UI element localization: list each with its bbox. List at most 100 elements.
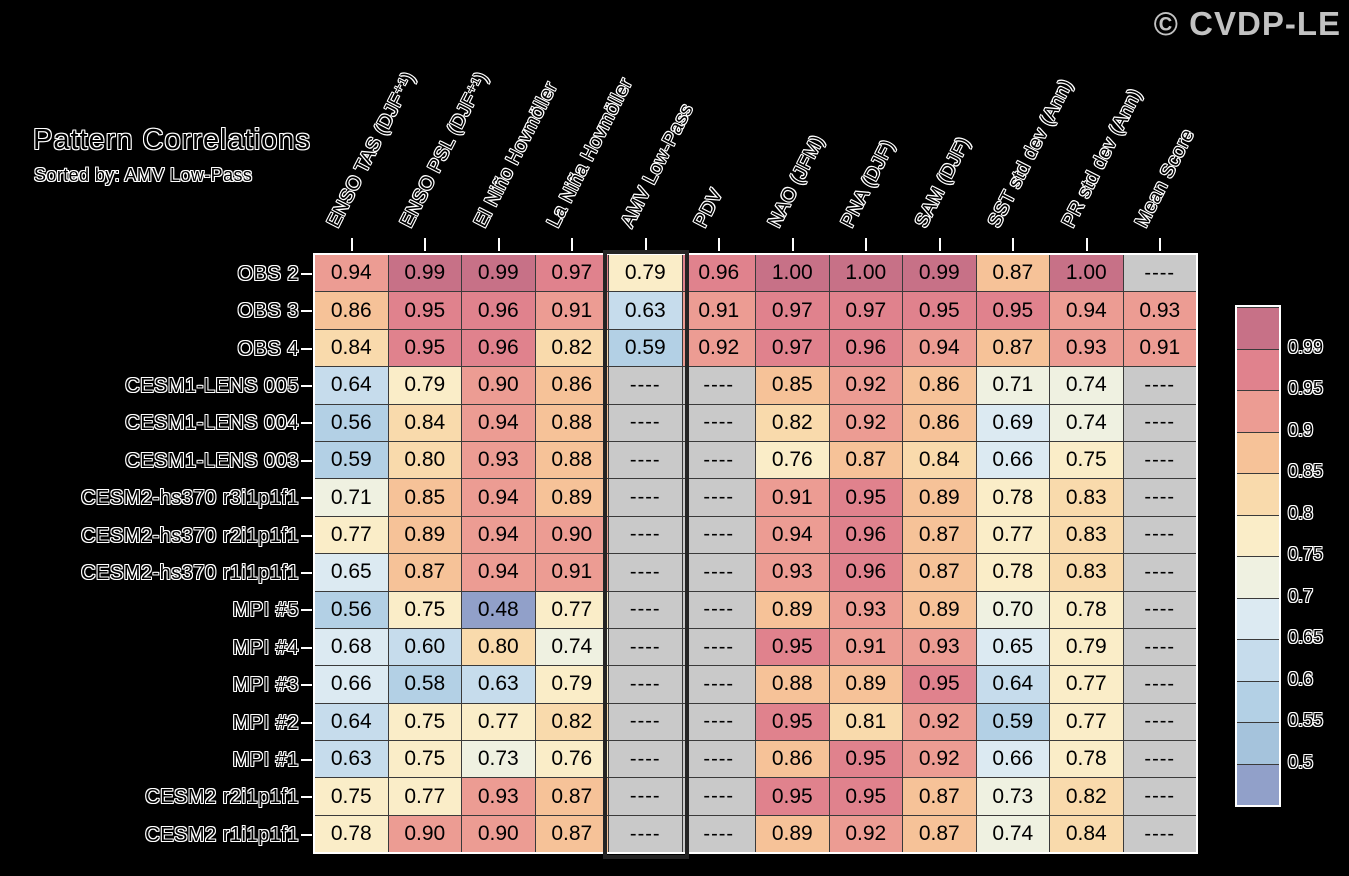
row-label: CESM1-LENS 003 xyxy=(125,449,299,472)
row-label: CESM2-hs370 r1i1p1f1 xyxy=(81,561,299,584)
column-header: AMV Low-Pass xyxy=(617,100,698,231)
colorbar-tick-label: 0.8 xyxy=(1288,502,1314,523)
heatmap-cell: 0.97 xyxy=(535,255,608,292)
heatmap-cell: 0.78 xyxy=(1050,591,1123,628)
heatmap-cell: 0.65 xyxy=(976,628,1049,666)
heatmap-cell: 0.79 xyxy=(388,367,461,404)
heatmap-cell: 0.95 xyxy=(903,666,976,703)
heatmap-cell: 0.59 xyxy=(609,329,682,367)
heatmap-cell: ---- xyxy=(1123,367,1196,404)
heatmap-cell: ---- xyxy=(682,666,755,703)
heatmap-cell: 0.73 xyxy=(462,741,535,778)
heatmap-cell: 0.77 xyxy=(1050,666,1123,703)
heatmap-cell: 0.79 xyxy=(609,255,682,292)
heatmap-cell: 0.95 xyxy=(388,329,461,367)
heatmap-cell: 0.64 xyxy=(315,367,388,404)
heatmap-cell: 0.90 xyxy=(388,815,461,853)
heatmap-cell: 0.92 xyxy=(829,404,902,441)
heatmap-cell: 0.82 xyxy=(535,329,608,367)
heatmap-cell: 0.66 xyxy=(315,666,388,703)
heatmap-cell: ---- xyxy=(682,815,755,853)
row-tick xyxy=(301,721,312,724)
heatmap-cell: 0.79 xyxy=(535,666,608,703)
row-tick xyxy=(301,684,312,687)
heatmap-cell: 0.48 xyxy=(462,591,535,628)
heatmap-cell: 0.94 xyxy=(903,329,976,367)
colorbar-tick-label: 0.75 xyxy=(1288,544,1324,564)
heatmap-cell: 0.80 xyxy=(388,441,461,479)
heatmap-cell: 0.82 xyxy=(756,404,829,441)
column-tick xyxy=(1085,238,1088,251)
heatmap-cell: 0.94 xyxy=(1050,292,1123,329)
heatmap-cell: 0.78 xyxy=(976,554,1049,591)
row-label: CESM1-LENS 004 xyxy=(125,412,299,435)
heatmap-cell: 0.63 xyxy=(609,292,682,329)
heatmap-cell: 0.96 xyxy=(829,516,902,554)
heatmap-cell: 0.96 xyxy=(682,255,755,292)
heatmap-cell: ---- xyxy=(682,778,755,815)
heatmap-cell: 0.84 xyxy=(315,329,388,367)
heatmap-cell: 0.88 xyxy=(535,404,608,441)
column-tick xyxy=(718,238,721,251)
heatmap-cell: 0.89 xyxy=(388,516,461,554)
heatmap-cell: 0.86 xyxy=(756,741,829,778)
heatmap-cell: 0.89 xyxy=(756,591,829,628)
heatmap-cell: 0.68 xyxy=(315,628,388,666)
column-header: NAO (JFM) xyxy=(764,131,829,231)
heatmap-cell: 0.78 xyxy=(315,815,388,853)
heatmap-cell: ---- xyxy=(609,554,682,591)
colorbar xyxy=(1235,305,1281,807)
heatmap-cell: 0.88 xyxy=(756,666,829,703)
row-tick xyxy=(301,833,312,836)
heatmap-cell: 0.73 xyxy=(976,778,1049,815)
heatmap-cell: ---- xyxy=(609,591,682,628)
column-tick xyxy=(1012,238,1015,251)
column-tick xyxy=(791,238,794,251)
heatmap-cell: ---- xyxy=(682,591,755,628)
heatmap-cell: ---- xyxy=(682,741,755,778)
row-label: CESM2 r1i1p1f1 xyxy=(145,823,299,846)
heatmap-cell: 0.83 xyxy=(1050,479,1123,516)
row-tick xyxy=(301,609,312,612)
heatmap-cell: 1.00 xyxy=(756,255,829,292)
heatmap-cell: 0.80 xyxy=(462,628,535,666)
colorbar-segment xyxy=(1237,390,1279,432)
heatmap-cell: ---- xyxy=(1123,516,1196,554)
row-label: MPI #3 xyxy=(232,674,299,697)
row-tick xyxy=(301,422,312,425)
heatmap-cell: 1.00 xyxy=(829,255,902,292)
row-label: CESM1-LENS 005 xyxy=(125,374,299,397)
heatmap-cell: 0.65 xyxy=(315,554,388,591)
colorbar-segment xyxy=(1237,763,1279,805)
heatmap-cell: 0.83 xyxy=(1050,554,1123,591)
heatmap-cell: 0.63 xyxy=(315,741,388,778)
heatmap-cell: 0.89 xyxy=(756,815,829,853)
heatmap-cell: 0.91 xyxy=(535,292,608,329)
heatmap-cell: 0.99 xyxy=(462,255,535,292)
heatmap-cell: 0.75 xyxy=(388,703,461,741)
heatmap-cell: ---- xyxy=(682,441,755,479)
heatmap-cell: ---- xyxy=(1123,479,1196,516)
heatmap-cell: 0.87 xyxy=(535,778,608,815)
colorbar-segment xyxy=(1237,722,1279,764)
heatmap-cell: 0.75 xyxy=(315,778,388,815)
heatmap-cell: ---- xyxy=(1123,628,1196,666)
heatmap-cell: 0.92 xyxy=(829,815,902,853)
heatmap-cell: ---- xyxy=(1123,778,1196,815)
heatmap-cell: ---- xyxy=(1123,554,1196,591)
colorbar-segment xyxy=(1237,597,1279,639)
colorbar-tick-label: 0.6 xyxy=(1288,668,1314,689)
row-tick xyxy=(301,459,312,462)
colorbar-tick-label: 0.99 xyxy=(1288,336,1324,357)
heatmap-cell: 0.78 xyxy=(1050,741,1123,778)
heatmap-cell: 0.87 xyxy=(535,815,608,853)
heatmap-cell: 0.93 xyxy=(756,554,829,591)
heatmap-cell: 0.77 xyxy=(1050,703,1123,741)
heatmap-cell: 0.93 xyxy=(829,591,902,628)
heatmap-cell: 0.90 xyxy=(462,367,535,404)
heatmap-cell: 0.93 xyxy=(462,441,535,479)
heatmap-cell: 0.75 xyxy=(388,591,461,628)
colorbar-segment xyxy=(1237,680,1279,722)
heatmap-cell: 0.97 xyxy=(756,329,829,367)
heatmap-cell: 0.78 xyxy=(976,479,1049,516)
